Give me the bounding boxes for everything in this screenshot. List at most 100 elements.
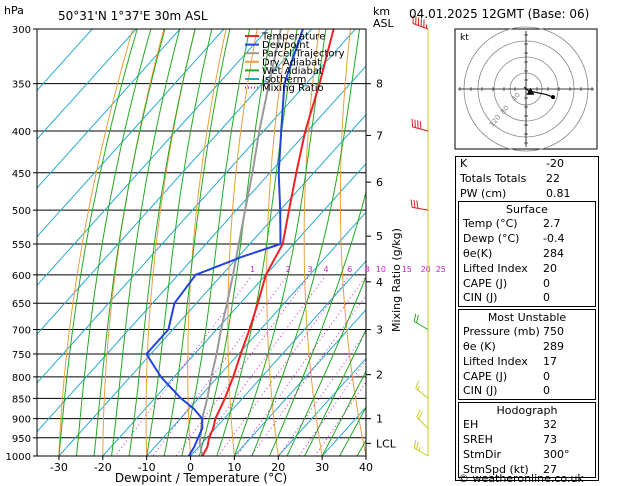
- isotherm-line: [234, 308, 366, 456]
- profiles: [145, 29, 335, 456]
- index-value: 0.81: [546, 186, 571, 200]
- index-label: K: [460, 157, 468, 170]
- km-tick-label: 8: [376, 78, 383, 91]
- wind-barb-flag: [416, 314, 419, 324]
- pressure-tick-label: 900: [12, 415, 31, 426]
- most-unstable-row: θe (K) 289: [459, 340, 595, 355]
- plot-frame: [36, 28, 367, 457]
- legend-label: Temperature: [261, 32, 325, 43]
- surface-label: Dewp (°C): [463, 232, 520, 246]
- most-unstable-value: 17: [543, 354, 557, 368]
- mixing-ratio-label: 8: [365, 265, 370, 274]
- temperature-tick-label: 0: [187, 461, 194, 474]
- wind-barb: [413, 440, 429, 457]
- hodograph-ring-label: 40: [510, 91, 522, 103]
- wet-adiabat-line: [251, 29, 360, 456]
- most-unstable-label: CIN (J): [463, 384, 498, 398]
- location-title: 50°31'N 1°37'E 30m ASL: [58, 9, 208, 23]
- mixing-ratio-line: [236, 275, 366, 456]
- datetime-header: 04.01.2025 12GMT (Base: 06): [409, 7, 590, 21]
- legend-label: Dry Adiabat: [262, 57, 321, 68]
- most-unstable-box: Most Unstable Pressure (mb) 750 θe (K) 289 L…: [458, 309, 596, 401]
- wind-barb: [412, 15, 429, 30]
- wind-barb-flag: [416, 200, 419, 209]
- hodo-value: 27: [543, 462, 557, 476]
- wet-adiabat-line: [181, 29, 251, 456]
- pressure-tick-label: 800: [12, 373, 31, 384]
- mixing-ratio-line: [298, 358, 366, 456]
- temperature-tick-label: -30: [50, 461, 68, 474]
- wind-barb-flag: [410, 199, 413, 208]
- legend-label: Mixing Ratio: [262, 83, 324, 94]
- hodo-value: 300°: [543, 447, 570, 461]
- legend-label: Isotherm: [262, 75, 306, 86]
- km-tick-label: 3: [376, 324, 383, 337]
- wet-adiabat-line: [198, 29, 273, 456]
- mixing-ratio-label: 25: [436, 265, 446, 274]
- most-unstable-value: 0: [543, 384, 550, 398]
- temperature-tick-label: 30: [315, 461, 329, 474]
- hodograph-line: [523, 86, 554, 98]
- pressure-tick-label: 950: [12, 434, 31, 445]
- isotherm-line: [37, 29, 312, 335]
- wet-adiabat-line: [111, 29, 181, 456]
- isotherm-line: [37, 65, 366, 433]
- km-tick-label: 7: [376, 129, 383, 142]
- hodo-value: 32: [543, 418, 557, 432]
- dry-adiabat-line: [303, 29, 323, 456]
- wet-adiabat-line: [304, 328, 366, 456]
- pressure-tick-label: 450: [12, 169, 31, 180]
- dry-adiabat-line: [266, 29, 289, 456]
- most-unstable-value: 750: [543, 325, 564, 339]
- wind-barb-flag: [415, 380, 420, 389]
- wind-barb: [411, 118, 429, 132]
- x-axis-label: Dewpoint / Temperature (°C): [115, 471, 287, 485]
- surface-row: CIN (J) 0: [459, 291, 595, 306]
- km-tick-label: LCL: [376, 437, 397, 450]
- wind-barb: [413, 313, 429, 330]
- dry-adiabat-line: [599, 29, 629, 456]
- most-unstable-label: θe (K): [463, 339, 496, 353]
- km-tick-label: 1: [376, 413, 383, 426]
- surface-title: Surface: [506, 203, 548, 217]
- temperature-tick-label: 40: [359, 461, 373, 474]
- dry-adiabat-line: [227, 29, 258, 456]
- legend-label: Dewpoint: [262, 40, 310, 51]
- index-value: -20: [546, 157, 564, 170]
- hodo-value: 73: [543, 432, 557, 446]
- wet-adiabat-line: [93, 29, 166, 456]
- hodograph-box: Hodograph EH 32 SREH 73 StmDir 300° StmSpd (kt…: [458, 402, 596, 479]
- mixing-ratio-label: 15: [402, 265, 412, 274]
- isotherm-line: [37, 29, 269, 287]
- index-label: PW (cm): [460, 186, 507, 200]
- mixing-ratio-label: 1: [250, 265, 255, 274]
- wind-barb-flag: [413, 440, 417, 449]
- dry-adiabat-line: [339, 29, 366, 456]
- isotherm-line: [58, 114, 366, 456]
- surface-label: Lifted Index: [463, 261, 528, 275]
- isotherm-line: [37, 29, 356, 384]
- wet-adiabat-line: [269, 190, 366, 456]
- most-unstable-row: CIN (J) 0: [459, 384, 595, 399]
- copyright: © weatheronline.co.uk: [458, 472, 584, 485]
- temperature-tick-label: 10: [227, 461, 241, 474]
- surface-row: Temp (°C) 2.7: [459, 217, 595, 232]
- wet-adiabat-line: [58, 29, 138, 456]
- wind-barb-flag: [418, 411, 423, 420]
- wind-barb: [410, 199, 429, 211]
- pressure-tick-label: 850: [12, 394, 31, 405]
- surface-value: -0.4: [543, 232, 565, 246]
- most-unstable-value: 0: [543, 369, 550, 383]
- mixing-ratio-line: [152, 274, 289, 456]
- mixing-ratio-label: 3: [307, 265, 312, 274]
- hodo-row: SREH 73: [459, 433, 595, 448]
- storm-motion-marker: [526, 87, 535, 95]
- background-lines: [37, 29, 629, 456]
- mixing-ratio-axis-label: Mixing Ratio (g/kg): [390, 228, 403, 332]
- most-unstable-label: Lifted Index: [463, 354, 528, 368]
- surface-box: Surface Temp (°C) 2.7 Dewp (°C) -0.4 θe(K) 28…: [458, 201, 596, 308]
- wind-barb-staff: [412, 206, 429, 211]
- wet-adiabat-line: [76, 29, 152, 456]
